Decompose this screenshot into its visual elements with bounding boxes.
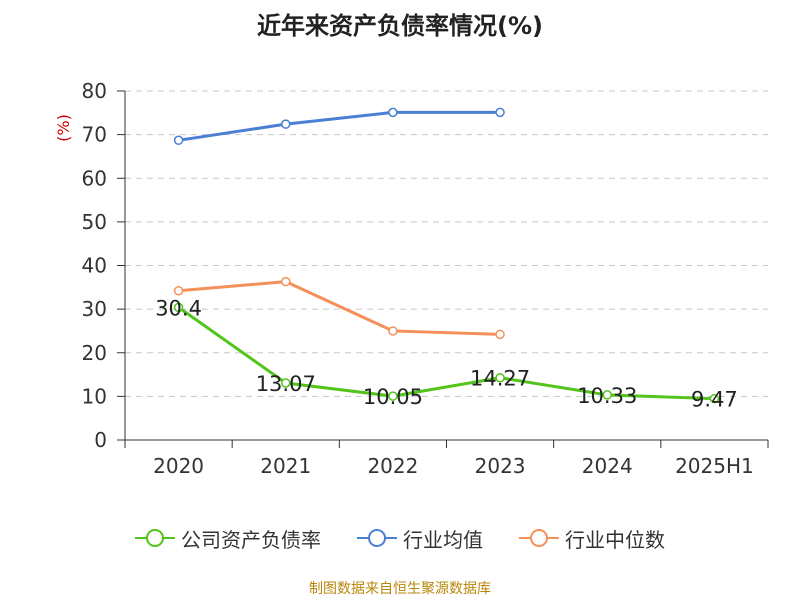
y-tick-label: 60 [82,166,107,190]
y-tick-label: 30 [82,297,107,321]
data-label: 10.05 [363,385,423,409]
data-point [173,302,184,313]
data-point [388,107,398,118]
y-tick-label: 20 [82,341,107,365]
data-label: 9.47 [691,388,738,412]
legend-item-industry-mean[interactable]: 行业均值 [357,524,483,553]
data-label: 30.4 [155,296,202,320]
legend-marker-orange-icon [519,529,559,547]
data-point [281,119,291,129]
data-source-note: 制图数据来自恒生聚源数据库 [309,581,491,597]
y-tick-label: 80 [82,79,107,103]
x-tick-label: 2021 [260,454,311,478]
y-tick-label: 0 [94,428,107,452]
data-label: 10.33 [577,384,637,408]
y-tick-label: 40 [82,254,107,278]
x-tick-label: 2023 [475,454,526,478]
legend-item-company[interactable]: 公司资产负债率 [135,524,321,553]
legend-item-industry-median[interactable]: 行业中位数 [519,524,665,553]
series-line-1 [178,110,501,142]
legend-label-industry-median: 行业中位数 [565,527,665,552]
data-point [602,390,612,400]
chart-legend: 公司资产负债率 行业均值 行业中位数 [0,520,800,556]
data-point [281,276,291,287]
legend-marker-blue-icon [357,529,397,547]
y-tick-label: 70 [82,123,107,147]
y-tick-label: 50 [82,210,107,234]
legend-label-industry-mean: 行业均值 [403,527,483,552]
data-label: 14.27 [470,367,530,391]
chart-title: 近年来资产负债率情况(%) [257,12,543,40]
x-tick-label: 2025H1 [675,454,754,478]
data-point [388,391,398,401]
y-axis-label: (%) [54,114,73,142]
series-line-2 [178,280,501,336]
series-line-0 [177,306,715,401]
data-point [388,326,398,336]
data-point [281,378,291,388]
data-label: 13.07 [256,372,316,396]
data-point [495,107,505,118]
data-point [709,393,720,404]
y-tick-label: 10 [82,384,107,408]
legend-marker-green-icon [135,529,175,547]
legend-label-company: 公司资产负债率 [181,527,321,552]
x-tick-label: 2022 [367,454,418,478]
x-tick-label: 2024 [582,454,633,478]
data-point [495,329,505,340]
data-point [173,286,184,296]
data-point [173,135,184,146]
data-point [495,372,505,383]
x-tick-label: 2020 [153,454,204,478]
